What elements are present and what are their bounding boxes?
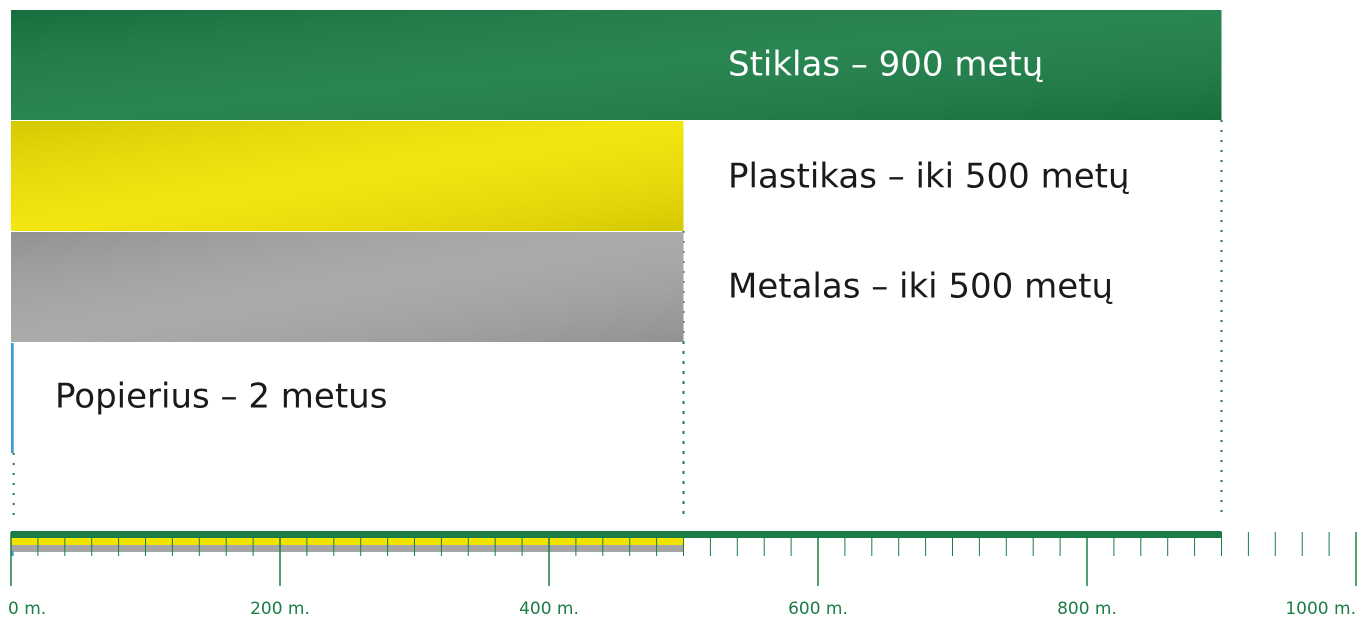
page: Stiklas – 900 metų Plastikas – iki 500 me… — [0, 0, 1357, 621]
bar-texture — [11, 232, 684, 342]
bar-label: Plastikas – iki 500 metų — [728, 157, 1130, 197]
axis-bar — [11, 538, 684, 545]
axis-bar — [11, 531, 1222, 538]
bar-label: Popierius – 2 metus — [55, 377, 387, 417]
x-tick-label: 1000 m. — [1285, 599, 1356, 619]
x-tick-label: 800 m. — [1057, 599, 1117, 619]
x-tick-label: 0 m. — [8, 599, 46, 619]
x-tick-label: 400 m. — [519, 599, 579, 619]
x-tick-label: 200 m. — [250, 599, 310, 619]
bar-texture — [11, 121, 684, 231]
bar-label: Stiklas – 900 metų — [728, 45, 1043, 85]
x-tick-label: 600 m. — [788, 599, 848, 619]
bar-label: Metalas – iki 500 metų — [728, 267, 1113, 307]
axis-bar — [11, 545, 684, 552]
chart: Stiklas – 900 metų Plastikas – iki 500 me… — [0, 0, 1357, 621]
bar — [11, 343, 14, 453]
